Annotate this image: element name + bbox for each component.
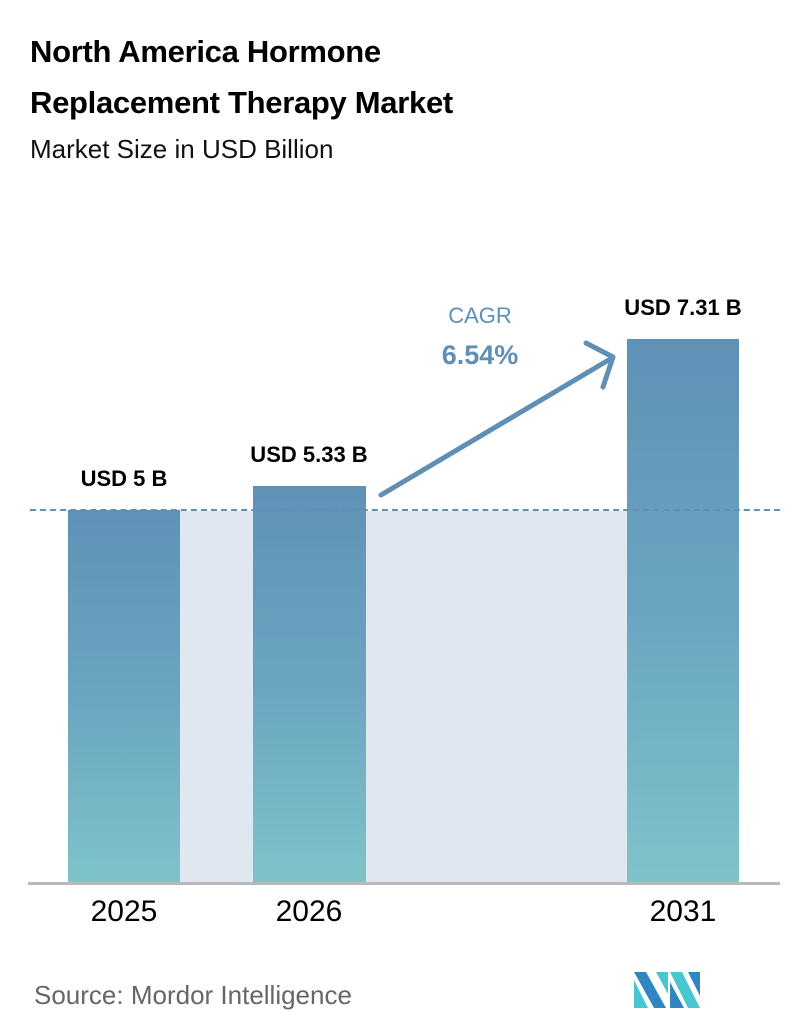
cagr-label: CAGR xyxy=(448,303,512,328)
value-label-2026: USD 5.33 B xyxy=(250,442,368,467)
background-band xyxy=(366,511,627,882)
chart-title: North America Hormone Replacement Therap… xyxy=(30,26,453,128)
chart-subtitle: Market Size in USD Billion xyxy=(30,134,334,164)
x-tick-2026: 2026 xyxy=(275,895,343,928)
x-axis-line xyxy=(28,882,780,885)
x-tick-2031: 2031 xyxy=(649,895,717,928)
bar-2026 xyxy=(253,486,366,882)
background-band xyxy=(180,511,253,882)
bar-2031 xyxy=(627,339,739,882)
mordor-intelligence-logo xyxy=(634,972,700,1008)
title-line-2: Replacement Therapy Market xyxy=(30,85,453,120)
bar-2025 xyxy=(68,510,180,882)
title-line-1: North America Hormone xyxy=(30,34,381,69)
x-tick-2025: 2025 xyxy=(90,895,158,928)
value-label-2025: USD 5 B xyxy=(80,466,168,491)
source-text: Source: Mordor Intelligence xyxy=(34,980,352,1010)
value-label-2031: USD 7.31 B xyxy=(624,295,742,320)
cagr-value: 6.54% xyxy=(441,340,519,370)
reference-dashed-line xyxy=(30,509,780,511)
